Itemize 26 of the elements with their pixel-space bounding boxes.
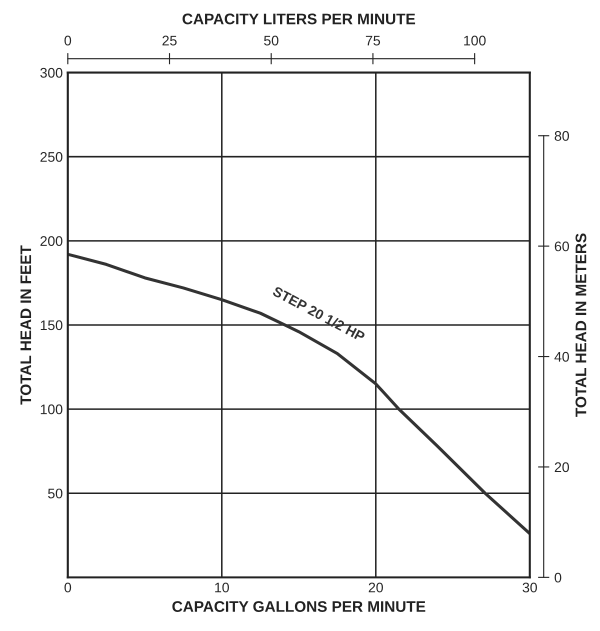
y-tick-label: 100 bbox=[40, 404, 62, 414]
y2-tick-label: 60 bbox=[554, 241, 570, 252]
y2-tick-label: 0 bbox=[554, 572, 562, 583]
y2-tick-label: 40 bbox=[554, 352, 570, 362]
x2-tick-label: 25 bbox=[162, 36, 177, 46]
x-tick-label: 20 bbox=[368, 582, 383, 592]
line-series bbox=[68, 252, 530, 536]
x-tick-label: 30 bbox=[522, 582, 537, 592]
y-tick-label: 300 bbox=[40, 68, 62, 78]
x2-tick-label: 100 bbox=[464, 36, 486, 46]
y2-axis-title: TOTAL HEAD IN METERS bbox=[576, 233, 586, 417]
y-tick-label: 250 bbox=[40, 152, 62, 162]
y-tick-label: 50 bbox=[48, 488, 62, 498]
y2-tick-label: 20 bbox=[554, 462, 570, 472]
x-tick-label: 10 bbox=[215, 582, 229, 592]
y-tick-label: 150 bbox=[40, 320, 62, 330]
x-tick-label: 0 bbox=[64, 582, 72, 592]
y-axis-title: TOTAL HEAD IN FEET bbox=[20, 245, 32, 405]
x-axis-title: CAPACITY GALLONS PER MINUTE bbox=[172, 601, 426, 612]
text: STEP 20 1/2 HP bbox=[272, 286, 366, 342]
y-tick-label: 200 bbox=[40, 236, 62, 246]
y2-tick-label: 80 bbox=[554, 131, 570, 141]
x2-tick-label: 0 bbox=[64, 36, 72, 46]
x2-tick-label: 75 bbox=[366, 36, 380, 46]
x2-axis-title: CAPACITY LITERS PER MINUTE bbox=[182, 14, 416, 24]
x2-tick-label: 50 bbox=[264, 36, 278, 46]
